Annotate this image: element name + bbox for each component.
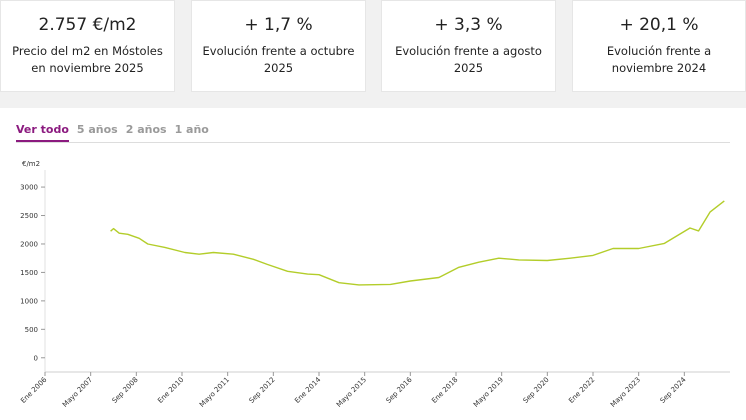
x-tick-label: Mayo 2011 (198, 376, 231, 409)
x-tick-label: Ene 2010 (156, 376, 185, 405)
y-axis-label: €/m2 (22, 160, 40, 168)
stat-label: Precio del m2 en Móstoles en noviembre 2… (12, 44, 163, 75)
x-tick-label: Sep 2012 (248, 376, 277, 405)
range-tabs: Ver todo 5 años 2 años 1 año (16, 123, 217, 142)
range-tab[interactable]: 5 años (76, 123, 118, 136)
stat-card: 2.757 €/m2 Precio del m2 en Móstoles en n… (0, 0, 175, 92)
x-tick-label: Mayo 2007 (61, 376, 94, 409)
x-tick-label: Ene 2006 (19, 375, 49, 405)
tab-divider (16, 142, 730, 143)
y-tick-label: 0 (34, 354, 38, 362)
range-tab[interactable]: 2 años (125, 123, 167, 136)
y-tick-label: 500 (25, 326, 38, 334)
y-tick-label: 2000 (20, 240, 38, 248)
range-tab[interactable]: Ver todo (16, 123, 69, 142)
stat-card: + 1,7 % Evolución frente a octubre 2025 (191, 0, 366, 92)
stat-card: + 20,1 % Evolución frente a noviembre 202… (572, 0, 746, 92)
stat-value: 2.757 €/m2 (38, 15, 137, 35)
x-tick-label: Ene 2022 (567, 376, 596, 405)
stat-value: + 3,3 % (434, 15, 503, 35)
stat-value: + 1,7 % (244, 15, 313, 35)
y-tick-label: 1000 (20, 297, 38, 305)
range-tab[interactable]: 1 año (174, 123, 209, 136)
x-tick-label: Sep 2008 (111, 376, 140, 405)
y-tick-label: 3000 (20, 184, 38, 192)
x-tick-label: Ene 2018 (430, 376, 459, 405)
x-tick-label: Mayo 2019 (472, 376, 505, 409)
stat-label: Evolución frente a octubre 2025 (202, 44, 355, 75)
x-tick-label: Sep 2024 (659, 375, 689, 405)
x-tick-label: Sep 2020 (522, 376, 551, 405)
x-tick-label: Ene 2014 (293, 375, 323, 405)
y-tick-label: 2500 (20, 212, 38, 220)
x-tick-label: Mayo 2023 (609, 376, 642, 409)
y-tick-label: 1500 (20, 269, 38, 277)
x-tick-label: Mayo 2015 (335, 376, 368, 409)
x-tick-label: Sep 2016 (385, 375, 415, 405)
stat-value: + 20,1 % (619, 15, 699, 35)
stat-card: + 3,3 % Evolución frente a agosto 2025 (381, 0, 556, 92)
stat-label: Evolución frente a noviembre 2024 (606, 44, 712, 75)
price-line (110, 200, 725, 286)
stat-label: Evolución frente a agosto 2025 (395, 44, 542, 75)
